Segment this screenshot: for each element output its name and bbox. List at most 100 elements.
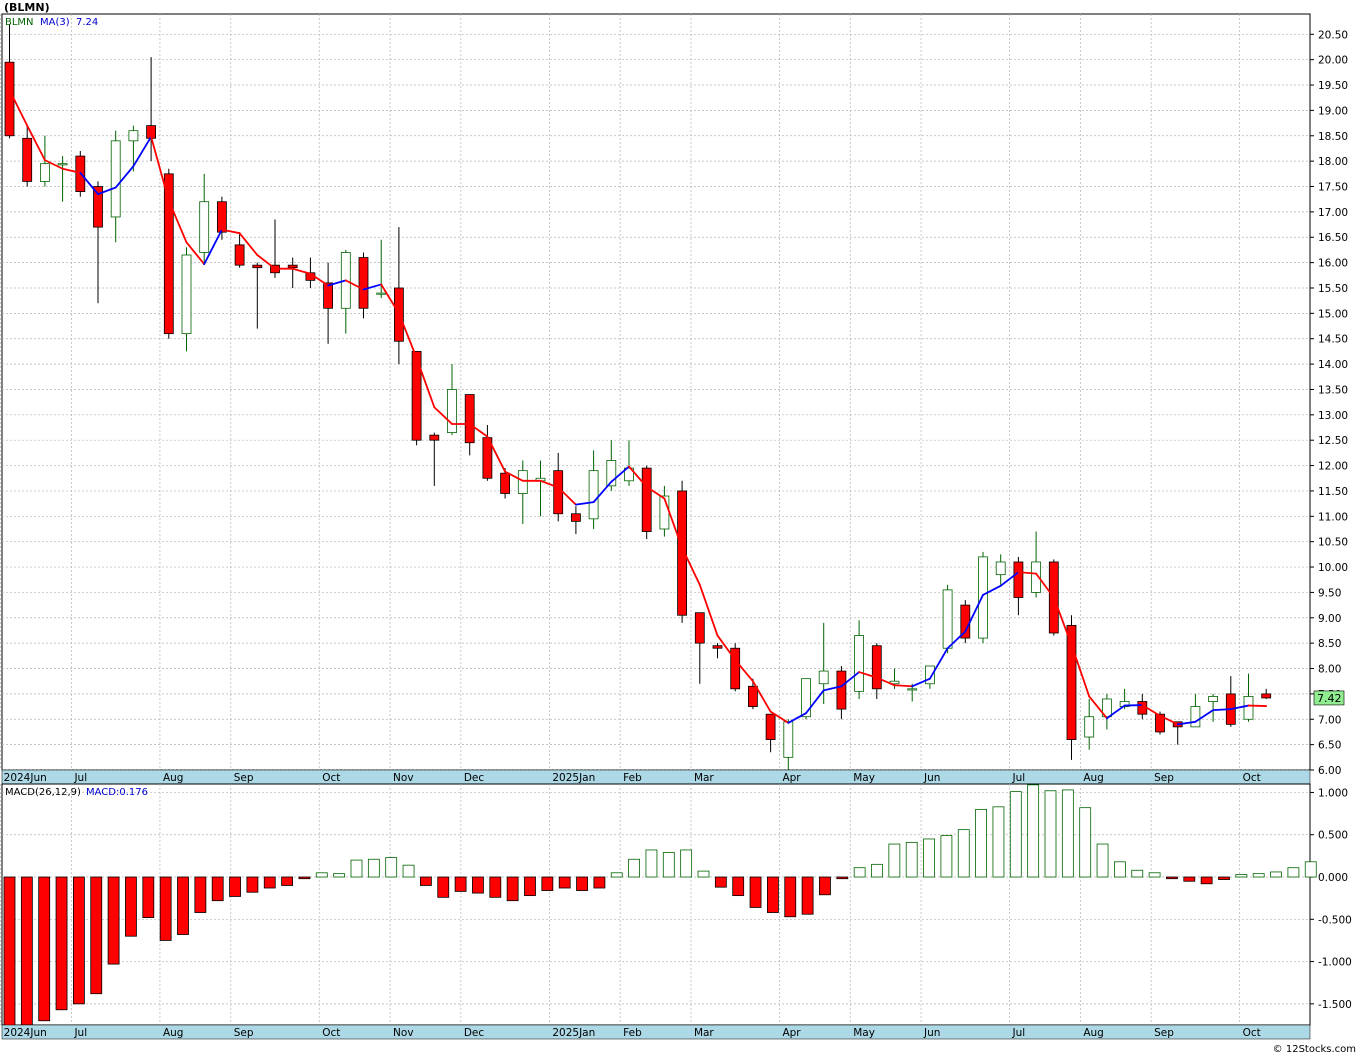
macd-tick-label: 1.000 xyxy=(1318,787,1348,799)
ma-segment xyxy=(645,485,666,500)
ma-segment xyxy=(362,283,383,291)
candle xyxy=(1013,556,1024,616)
macd-bar xyxy=(749,876,762,908)
macd-bar xyxy=(836,876,849,880)
price-tick-label: 16.50 xyxy=(1318,232,1348,244)
macd-bar xyxy=(1304,861,1317,878)
candle-body xyxy=(925,665,935,685)
macd-bar xyxy=(3,876,16,1032)
macd-grid xyxy=(0,784,1310,1025)
macd-panel xyxy=(1,783,1311,1026)
macd-bar xyxy=(541,876,554,891)
candle-body xyxy=(854,635,864,692)
price-tick-label: 16.00 xyxy=(1318,258,1348,270)
ma-segment xyxy=(26,124,46,162)
price-tick-label: 19.00 xyxy=(1318,105,1348,117)
macd-bar xyxy=(1131,869,1144,878)
month-label: Sep xyxy=(234,772,254,784)
candle-body xyxy=(447,389,457,433)
month-label: Nov xyxy=(393,1027,414,1039)
ma-segment xyxy=(44,159,64,170)
candle xyxy=(624,440,634,486)
candle xyxy=(40,135,50,187)
candle-body xyxy=(22,137,33,182)
legend-ma-label: MA(3) xyxy=(40,17,70,28)
ma-segment xyxy=(1247,704,1268,707)
candle xyxy=(978,551,988,644)
month-label: Aug xyxy=(163,1027,184,1039)
candle xyxy=(730,643,741,692)
ma-segment xyxy=(628,465,648,488)
month-label: 2025Jan xyxy=(552,772,595,784)
macd-bar xyxy=(888,843,901,878)
candle-body xyxy=(978,556,988,639)
candle xyxy=(376,239,387,299)
month-label: Feb xyxy=(623,1027,642,1039)
ma-segment xyxy=(150,135,170,202)
macd-bar xyxy=(177,876,189,935)
ma-segment xyxy=(1212,708,1232,712)
macd-bar xyxy=(159,876,172,941)
ma-segment xyxy=(929,647,949,680)
price-tick-label: 10.00 xyxy=(1318,562,1348,574)
legend-macd-value: MACD:0.176 xyxy=(86,787,148,798)
candle-body xyxy=(588,470,599,520)
month-label: Oct xyxy=(1243,1027,1261,1039)
candle-body xyxy=(464,394,475,444)
macd-bar xyxy=(905,841,918,878)
candle xyxy=(836,665,847,720)
ma-segment xyxy=(752,680,772,713)
macd-bar xyxy=(957,829,970,878)
ma-segment xyxy=(681,546,701,586)
ma-segment xyxy=(132,135,153,168)
macd-bar xyxy=(1270,871,1282,878)
candle-body xyxy=(748,685,758,707)
macd-bar xyxy=(940,835,953,878)
ma-segment xyxy=(911,677,931,688)
month-label: Jul xyxy=(1012,772,1026,784)
ma-segment xyxy=(291,267,312,275)
ma-segment xyxy=(982,584,1002,596)
candle-body xyxy=(730,647,741,690)
macd-bar xyxy=(610,872,623,878)
month-label: 2024Jun xyxy=(4,772,47,784)
macd-bar xyxy=(714,876,727,888)
ma-segment xyxy=(999,571,1020,587)
candle-body xyxy=(765,713,776,740)
price-tick-label: 12.00 xyxy=(1318,461,1348,473)
legend-ticker: BLMN xyxy=(5,17,34,28)
candle xyxy=(712,643,723,659)
candle xyxy=(163,168,174,339)
month-label: Oct xyxy=(322,772,340,784)
month-label: Sep xyxy=(1154,772,1174,784)
svg-text:7.42: 7.42 xyxy=(1317,692,1342,705)
month-label: Oct xyxy=(1243,772,1261,784)
candle xyxy=(93,181,103,304)
candle xyxy=(234,232,245,268)
footer-credit: © 12Stocks.com xyxy=(1273,1044,1356,1055)
price-tick-label: 8.50 xyxy=(1318,638,1341,650)
ma-segment xyxy=(327,279,347,287)
ma-segment xyxy=(79,171,99,196)
candle-body xyxy=(1066,624,1077,740)
candle-body xyxy=(783,721,794,758)
price-tick-label: 14.00 xyxy=(1318,359,1348,371)
macd-bar xyxy=(298,876,311,880)
month-label: Aug xyxy=(1083,772,1104,784)
price-grid xyxy=(0,14,1310,771)
ma-segment xyxy=(840,671,860,688)
macd-bar xyxy=(367,858,380,878)
month-label: Mar xyxy=(694,1027,714,1039)
month-label: Jun xyxy=(923,772,940,784)
ma-segment xyxy=(344,279,365,291)
price-tick-label: 18.50 xyxy=(1318,131,1348,143)
macd-tick-label: -1.500 xyxy=(1318,999,1352,1011)
ma-segment xyxy=(61,167,82,174)
ma-segment xyxy=(256,254,276,270)
macd-bar xyxy=(402,864,415,878)
candle xyxy=(854,620,864,699)
candle xyxy=(995,554,1006,585)
month-label: 2024Jun xyxy=(4,1027,47,1039)
candle-body xyxy=(1084,716,1095,738)
macd-bar xyxy=(1183,876,1196,882)
